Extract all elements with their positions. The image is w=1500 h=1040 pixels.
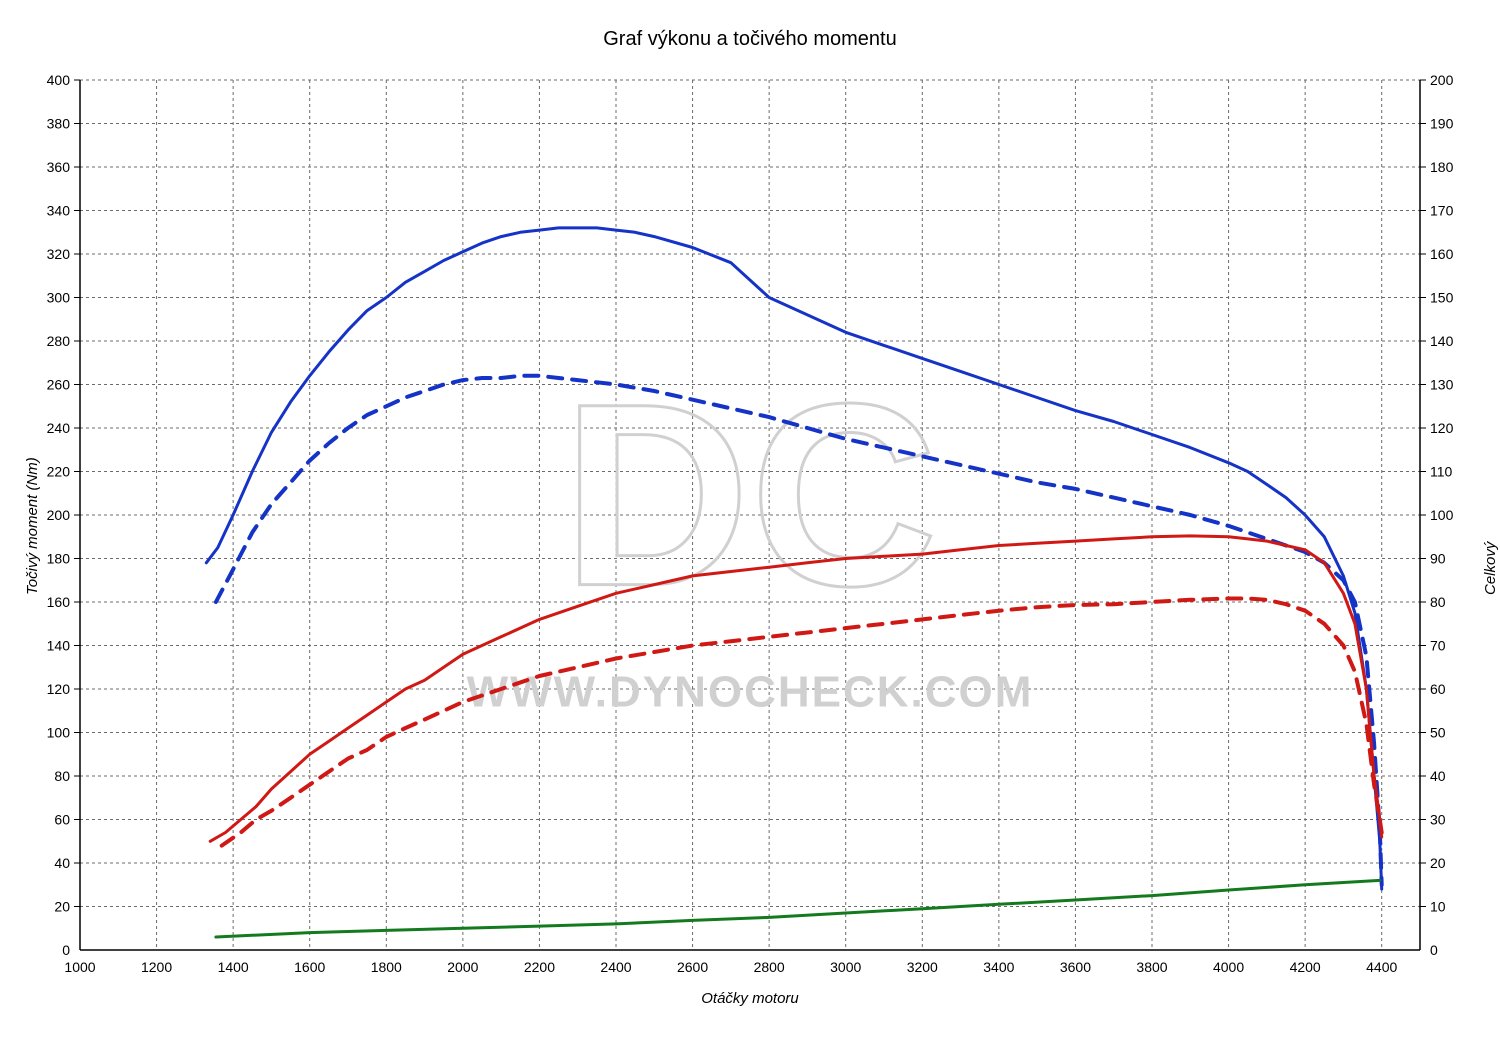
svg-text:DC: DC [562, 351, 938, 641]
svg-text:380: 380 [47, 116, 71, 132]
svg-text:40: 40 [1430, 768, 1446, 784]
chart-title: Graf výkonu a točivého momentu [0, 28, 1500, 51]
svg-text:3400: 3400 [983, 959, 1014, 975]
svg-text:40: 40 [54, 855, 70, 871]
svg-text:360: 360 [47, 159, 71, 175]
svg-text:4400: 4400 [1366, 959, 1397, 975]
svg-text:2800: 2800 [754, 959, 785, 975]
svg-text:70: 70 [1430, 638, 1446, 654]
svg-text:120: 120 [1430, 420, 1454, 436]
svg-text:340: 340 [47, 203, 71, 219]
svg-text:280: 280 [47, 333, 71, 349]
y-right-axis-label: Celkový výkon [kW] [1482, 542, 1500, 595]
svg-text:170: 170 [1430, 203, 1454, 219]
svg-text:100: 100 [1430, 507, 1454, 523]
svg-text:0: 0 [62, 942, 70, 958]
svg-text:80: 80 [1430, 594, 1446, 610]
svg-text:2200: 2200 [524, 959, 555, 975]
svg-text:3000: 3000 [830, 959, 861, 975]
svg-text:90: 90 [1430, 551, 1446, 567]
svg-text:1200: 1200 [141, 959, 172, 975]
svg-text:320: 320 [47, 246, 71, 262]
svg-text:140: 140 [47, 638, 71, 654]
svg-text:2600: 2600 [677, 959, 708, 975]
svg-text:4000: 4000 [1213, 959, 1244, 975]
svg-text:2000: 2000 [447, 959, 478, 975]
svg-text:130: 130 [1430, 377, 1454, 393]
svg-text:160: 160 [47, 594, 71, 610]
svg-text:2400: 2400 [600, 959, 631, 975]
svg-text:120: 120 [47, 681, 71, 697]
svg-text:180: 180 [1430, 159, 1454, 175]
svg-text:400: 400 [47, 72, 71, 88]
svg-text:180: 180 [47, 551, 71, 567]
svg-text:260: 260 [47, 377, 71, 393]
svg-text:20: 20 [1430, 855, 1446, 871]
svg-text:1600: 1600 [294, 959, 325, 975]
svg-text:240: 240 [47, 420, 71, 436]
svg-text:160: 160 [1430, 246, 1454, 262]
svg-text:1800: 1800 [371, 959, 402, 975]
svg-text:3600: 3600 [1060, 959, 1091, 975]
svg-text:50: 50 [1430, 725, 1446, 741]
chart-svg: 1000120014001600180020002200240026002800… [0, 0, 1500, 1040]
svg-text:60: 60 [54, 812, 70, 828]
svg-text:200: 200 [47, 507, 71, 523]
svg-text:1400: 1400 [218, 959, 249, 975]
svg-text:1000: 1000 [64, 959, 95, 975]
svg-text:3200: 3200 [907, 959, 938, 975]
svg-text:60: 60 [1430, 681, 1446, 697]
svg-text:190: 190 [1430, 116, 1454, 132]
y-left-axis-label: Točivý moment (Nm) [24, 457, 41, 595]
svg-text:10: 10 [1430, 899, 1446, 915]
svg-text:80: 80 [54, 768, 70, 784]
x-axis-label: Otáčky motoru [0, 990, 1500, 1007]
svg-text:20: 20 [54, 899, 70, 915]
svg-text:4200: 4200 [1290, 959, 1321, 975]
svg-text:200: 200 [1430, 72, 1454, 88]
svg-text:3800: 3800 [1136, 959, 1167, 975]
svg-text:300: 300 [47, 290, 71, 306]
svg-text:220: 220 [47, 464, 71, 480]
svg-text:140: 140 [1430, 333, 1454, 349]
svg-text:100: 100 [47, 725, 71, 741]
svg-text:0: 0 [1430, 942, 1438, 958]
svg-text:110: 110 [1430, 464, 1453, 480]
svg-text:30: 30 [1430, 812, 1446, 828]
series-loss-line [216, 880, 1380, 937]
svg-text:150: 150 [1430, 290, 1454, 306]
